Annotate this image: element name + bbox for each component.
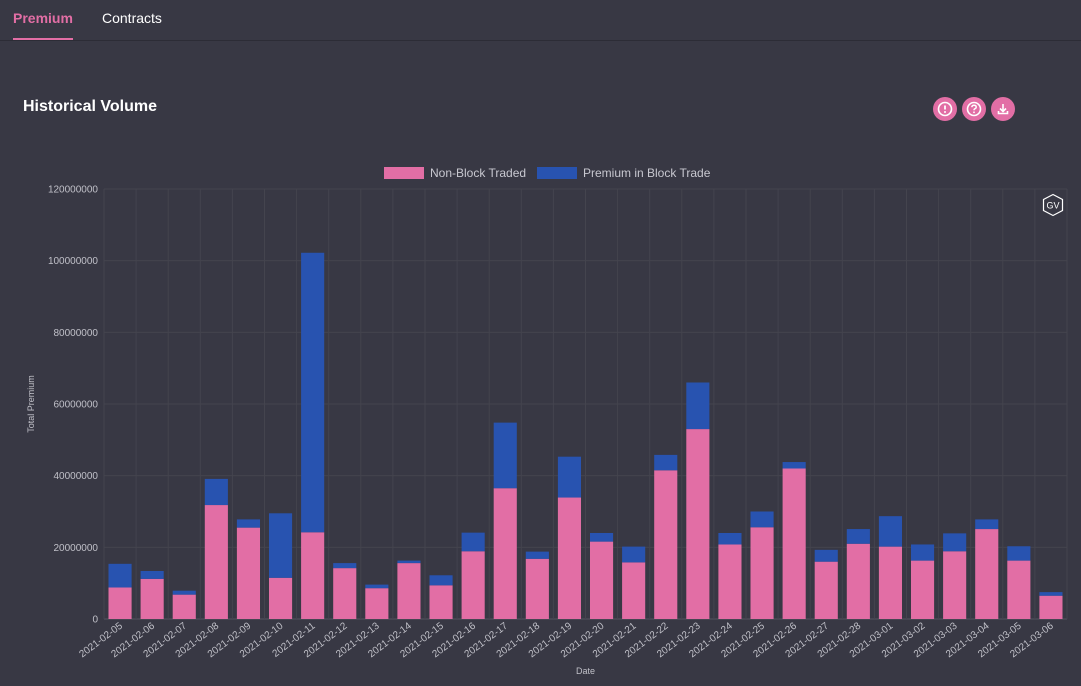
bar-block-trade xyxy=(365,584,389,589)
bar-non-block xyxy=(622,562,646,619)
bar-non-block xyxy=(686,429,710,619)
bar-non-block xyxy=(461,551,485,619)
bar-block-trade xyxy=(910,544,935,561)
bar-block-trade xyxy=(943,533,967,552)
y-tick-label: 0 xyxy=(92,615,98,626)
bar-block-trade xyxy=(589,533,614,542)
y-tick-label: 20000000 xyxy=(54,543,99,554)
bar-block-trade xyxy=(975,519,999,530)
bar-block-trade xyxy=(236,519,261,528)
bar-non-block xyxy=(943,551,967,619)
bar-block-trade xyxy=(461,532,485,552)
bar-non-block xyxy=(718,544,742,619)
bar-non-block xyxy=(878,546,903,619)
bar-non-block xyxy=(268,577,293,619)
y-tick-label: 80000000 xyxy=(54,328,99,339)
legend-label-non-block: Non-Block Traded xyxy=(430,166,526,180)
help-button[interactable] xyxy=(962,97,986,121)
bar-block-trade xyxy=(1007,546,1031,561)
bar-non-block xyxy=(429,585,453,619)
bar-block-trade xyxy=(814,549,838,562)
bar-block-trade xyxy=(654,454,678,471)
bar-non-block xyxy=(140,578,164,619)
y-tick-label: 60000000 xyxy=(54,400,99,411)
y-tick-label: 120000000 xyxy=(48,185,98,196)
bar-block-trade xyxy=(108,563,132,588)
bar-non-block xyxy=(365,588,389,619)
bar-non-block xyxy=(172,594,196,619)
bar-block-trade xyxy=(557,456,582,498)
y-tick-label: 40000000 xyxy=(54,471,99,482)
tab-premium[interactable]: Premium xyxy=(13,0,73,40)
bar-non-block xyxy=(236,527,261,619)
bar-non-block xyxy=(108,587,132,619)
bar-block-trade xyxy=(525,551,549,559)
download-button[interactable] xyxy=(991,97,1015,121)
bar-non-block xyxy=(301,532,325,619)
bar-non-block xyxy=(1007,560,1031,619)
bar-non-block xyxy=(493,488,517,619)
bar-non-block xyxy=(333,568,357,619)
y-axis-title: Total Premium xyxy=(26,375,36,433)
bar-block-trade xyxy=(268,513,293,578)
bar-block-trade xyxy=(718,533,742,545)
bar-non-block xyxy=(589,541,614,619)
gv-logo: GV xyxy=(1041,193,1065,217)
bar-non-block xyxy=(525,558,549,619)
bar-non-block xyxy=(846,543,870,619)
tab-contracts[interactable]: Contracts xyxy=(102,10,162,26)
legend-swatch-non-block xyxy=(384,167,424,179)
bar-non-block xyxy=(557,497,582,619)
bar-block-trade xyxy=(172,590,196,595)
svg-text:GV: GV xyxy=(1046,201,1059,211)
bar-block-trade xyxy=(333,563,357,569)
bar-block-trade xyxy=(686,382,710,430)
y-tick-label: 100000000 xyxy=(48,256,98,267)
bar-non-block xyxy=(750,527,774,619)
alert-button[interactable] xyxy=(933,97,957,121)
historical-volume-chart: 0 20000000 40000000 60000000 80000000 1000000… xyxy=(26,166,1068,676)
bar-non-block xyxy=(814,561,838,619)
bar-block-trade xyxy=(429,575,453,586)
bar-block-trade xyxy=(1039,592,1063,596)
bar-block-trade xyxy=(301,252,325,533)
page-title: Historical Volume xyxy=(23,98,157,115)
bar-non-block xyxy=(654,470,678,619)
bar-non-block xyxy=(397,563,421,619)
bar-non-block xyxy=(1039,595,1063,619)
bar-non-block xyxy=(782,468,806,619)
download-icon xyxy=(997,104,1009,115)
help-icon xyxy=(966,101,982,117)
x-axis-title: Date xyxy=(576,666,595,676)
alert-icon xyxy=(937,101,953,117)
legend-swatch-block-trade xyxy=(537,167,577,179)
bar-block-trade xyxy=(204,478,228,506)
bar-block-trade xyxy=(750,511,774,528)
bar-block-trade xyxy=(782,462,806,469)
bar-block-trade xyxy=(878,516,903,547)
bar-non-block xyxy=(910,560,935,619)
tab-bar: Premium Contracts xyxy=(0,0,1081,41)
legend-label-block-trade: Premium in Block Trade xyxy=(583,166,711,180)
bar-block-trade xyxy=(493,422,517,489)
bar-block-trade xyxy=(846,529,870,544)
bar-non-block xyxy=(204,505,228,619)
bar-non-block xyxy=(975,529,999,619)
bar-block-trade xyxy=(622,546,646,563)
bar-block-trade xyxy=(397,560,421,564)
bar-block-trade xyxy=(140,570,164,579)
